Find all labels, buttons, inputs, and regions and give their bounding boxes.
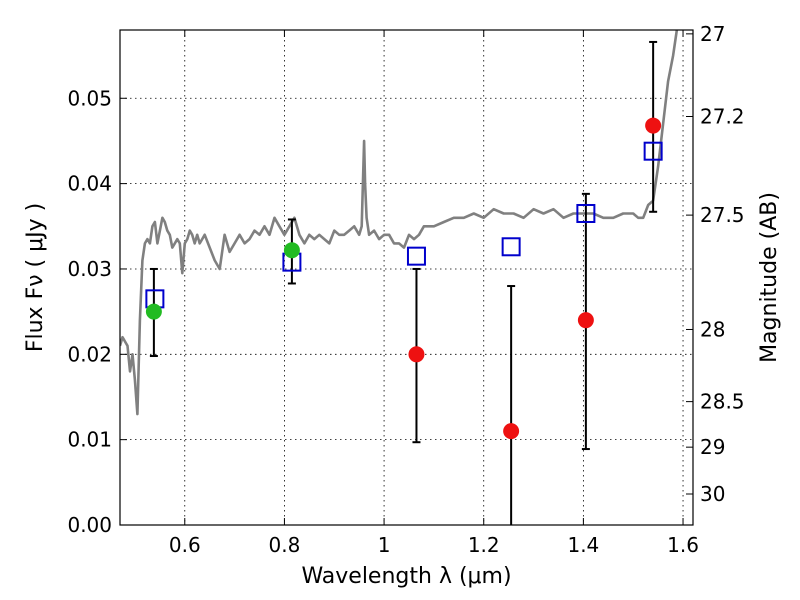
mag-tick-label: 28 bbox=[700, 317, 725, 341]
y-tick-label: 0.02 bbox=[67, 342, 112, 366]
nondetection-point bbox=[645, 117, 662, 134]
x-tick-label: 1 bbox=[378, 533, 391, 557]
model-flux-square bbox=[501, 237, 521, 257]
observed-flux-points bbox=[145, 117, 662, 440]
y-tick-label: 0.04 bbox=[67, 172, 112, 196]
nondetection-point bbox=[503, 423, 520, 440]
error-bars bbox=[149, 40, 658, 525]
plot-frame bbox=[119, 29, 694, 526]
x-tick-label: 1.2 bbox=[468, 533, 500, 557]
spectrum-series bbox=[120, 30, 679, 416]
mag-tick-label: 27 bbox=[700, 22, 725, 46]
nondetection-point bbox=[408, 346, 425, 363]
model-flux-square bbox=[406, 246, 426, 266]
y-tick-label: 0.01 bbox=[67, 428, 112, 452]
x-tick-label: 1.6 bbox=[667, 533, 699, 557]
model-flux-square bbox=[576, 203, 596, 223]
mag-tick-label: 27.5 bbox=[700, 203, 745, 227]
y2-axis-label: Magnitude (AB) bbox=[757, 192, 782, 363]
grid bbox=[120, 30, 693, 525]
y-tick-label: 0.00 bbox=[67, 513, 112, 537]
nondetection-point bbox=[577, 312, 594, 329]
y-axis-label: Flux Fν ( μJy ) bbox=[23, 203, 48, 352]
mag-tick-label: 28.5 bbox=[700, 390, 745, 414]
y-tick-label: 0.05 bbox=[67, 86, 112, 110]
x-tick-label: 1.4 bbox=[567, 533, 599, 557]
spectrum-line bbox=[120, 30, 679, 416]
model-flux-squares bbox=[145, 141, 663, 309]
mag-tick-label: 27.2 bbox=[700, 104, 745, 128]
x-tick-label: 0.8 bbox=[269, 533, 301, 557]
mag-tick-label: 30 bbox=[700, 482, 725, 506]
x-axis-label: Wavelength λ (μm) bbox=[301, 564, 511, 589]
y-tick-label: 0.03 bbox=[67, 257, 112, 281]
mag-tick-label: 29 bbox=[700, 435, 725, 459]
detection-point bbox=[283, 242, 300, 259]
detection-point bbox=[145, 303, 162, 320]
x-tick-label: 0.6 bbox=[169, 533, 201, 557]
model-flux-square bbox=[643, 141, 663, 161]
ticks: 0.6 0.8 1 1.2 1.4 1.6 0.00 0.01 0.02 0.03 0.04 0.05… bbox=[67, 22, 744, 557]
